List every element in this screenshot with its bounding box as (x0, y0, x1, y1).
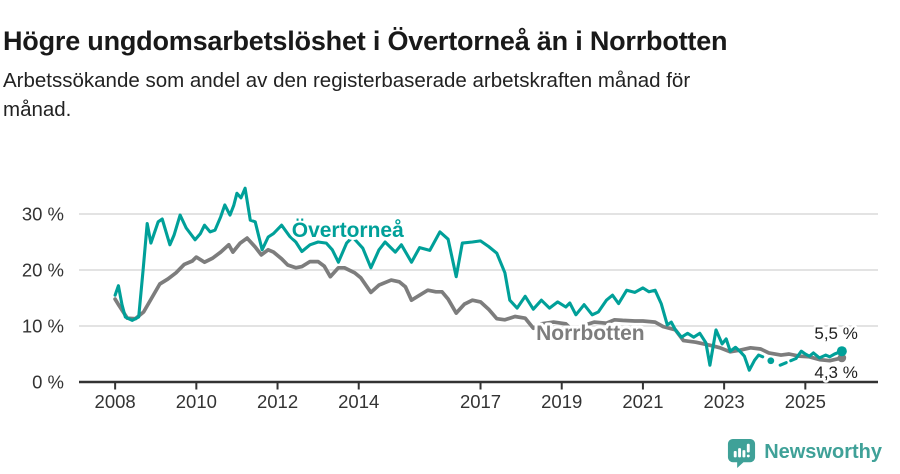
newsworthy-logo: Newsworthy (726, 437, 882, 468)
end-dot-overtornea (836, 346, 847, 357)
x-axis-tick-label: 2014 (338, 391, 379, 412)
series-label-norrbotten: Norrbotten (536, 322, 645, 345)
bar-chart-glyph (733, 443, 750, 458)
y-axis-tick-label: 30 % (22, 204, 64, 225)
chart-subtitle: Arbetssökande som andel av den registerb… (3, 66, 803, 124)
y-axis-tick-label: 0 % (32, 372, 64, 393)
series-line-norrbotten (113, 236, 844, 363)
x-axis-tick-label: 2012 (257, 391, 298, 412)
series-label-overtornea: Övertorneå (292, 219, 404, 242)
end-dot-norrbotten (837, 353, 847, 363)
y-axis-tick-label: 10 % (22, 316, 64, 337)
isolated-data-point (767, 357, 775, 365)
x-axis-tick-label: 2017 (460, 391, 501, 412)
x-axis-tick-label: 2025 (785, 391, 826, 412)
x-axis-tick-label: 2019 (541, 391, 582, 412)
speech-bubble-shape (728, 438, 756, 468)
newsworthy-logo-icon (728, 438, 756, 468)
x-axis-tick-label: 2023 (704, 391, 745, 412)
x-axis-tick-label: 2010 (176, 391, 217, 412)
series-line-overtornea (794, 349, 844, 361)
x-axis-tick-label: 2021 (622, 391, 663, 412)
series-line-overtornea (778, 356, 798, 367)
exclamation-dot (747, 454, 750, 458)
exclamation-bar (747, 443, 750, 453)
brand-name: Newsworthy (764, 441, 882, 463)
x-axis-tick-label: 2008 (95, 391, 136, 412)
chart-subtitle-line1: Arbetssökande som andel av den registerb… (3, 69, 691, 92)
end-value-label-norrbotten: 4,3 % (814, 363, 857, 382)
series-line-overtornea (113, 186, 765, 372)
y-axis-tick-label: 20 % (22, 260, 64, 281)
page-title: Högre ungdomsarbetslöshet i Övertorneå ä… (3, 26, 728, 57)
end-value-label-overtornea: 5,5 % (814, 324, 857, 343)
chart-subtitle-line2: månad. (3, 98, 72, 121)
